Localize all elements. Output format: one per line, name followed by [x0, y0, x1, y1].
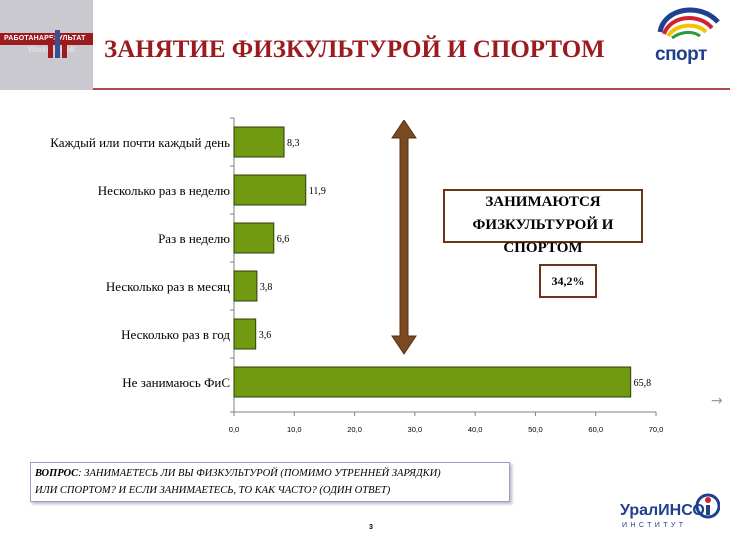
data-label: 65,8 [634, 378, 652, 389]
category-label: Раз в неделю [158, 231, 230, 246]
x-tick-label: 50,0 [528, 425, 543, 434]
callout-value: 34,2% [539, 264, 597, 298]
category-label: Несколько раз в год [121, 327, 230, 342]
x-tick-label: 70,0 [649, 425, 664, 434]
x-tick-label: 60,0 [588, 425, 603, 434]
title-divider [93, 88, 730, 90]
callout-line-2: ФИЗКУЛЬТУРОЙ И [472, 217, 614, 233]
bar [233, 270, 258, 302]
sport-logo-icon [657, 7, 720, 40]
x-tick-label: 30,0 [408, 425, 423, 434]
bar [233, 126, 285, 158]
category-label: Несколько раз в неделю [98, 183, 231, 198]
x-tick-label: 40,0 [468, 425, 483, 434]
page-number: 3 [369, 524, 373, 531]
bar [233, 318, 257, 350]
sport-logo-text: спорт [655, 44, 707, 65]
bar [233, 366, 632, 398]
callout-line-1: ЗАНИМАЮТСЯ [485, 194, 601, 210]
category-label: Несколько раз в месяц [106, 279, 230, 294]
uralinso-logo-icon [695, 493, 720, 519]
question-line-1: ВОПРОС: ЗАНИМАЕТЕСЬ ЛИ ВЫ ФИЗКУЛЬТУРОЙ (… [35, 465, 509, 482]
data-label: 8,3 [287, 138, 300, 149]
x-tick-label: 10,0 [287, 425, 302, 434]
page-title: ЗАНЯТИЕ ФИЗКУЛЬТУРОЙ И СПОРТОМ [104, 36, 605, 63]
logo-line1: РАБОТАНАРЕЗУЛЬТАТ [4, 35, 86, 42]
bar-chart: Каждый или почти каждый день 8,3 Несколько… [50, 117, 664, 434]
data-label: 6,6 [277, 234, 290, 245]
question-box: ВОПРОС: ЗАНИМАЕТЕСЬ ЛИ ВЫ ФИЗКУЛЬТУРОЙ (… [30, 462, 510, 502]
x-tick-label: 20,0 [347, 425, 362, 434]
category-label: Каждый или почти каждый день [50, 135, 230, 150]
data-label: 3,6 [259, 330, 272, 341]
x-tick-label: 0,0 [229, 425, 239, 434]
callout-text: ЗАНИМАЮТСЯ ФИЗКУЛЬТУРОЙ И СПОРТОМ [443, 191, 643, 260]
bar [233, 174, 307, 206]
bar [233, 222, 275, 254]
question-text-2: ИЛИ СПОРТОМ? И ЕСЛИ ЗАНИМАЕТЕСЬ, ТО КАК … [35, 485, 391, 496]
double-arrow-icon [391, 120, 417, 355]
question-label: ВОПРОС [35, 468, 79, 479]
company-subtitle: ИНСТИТУТ [622, 522, 687, 529]
logo-strip [0, 33, 93, 45]
company-logo: РАБОТАНАРЕЗУЛЬТАТ Workonresult [0, 0, 93, 90]
question-text-1: : ЗАНИМАЕТЕСЬ ЛИ ВЫ ФИЗКУЛЬТУРОЙ (ПОМИМО… [78, 468, 441, 479]
category-label: Не занимаюсь ФиС [122, 375, 230, 390]
callout-box [443, 189, 643, 243]
next-slide-icon[interactable]: → [711, 393, 723, 409]
data-label: 3,8 [260, 282, 273, 293]
data-label: 11,9 [309, 186, 326, 197]
callout-line-3: СПОРТОМ [503, 240, 583, 256]
company-name: УралИНСО [620, 502, 705, 519]
